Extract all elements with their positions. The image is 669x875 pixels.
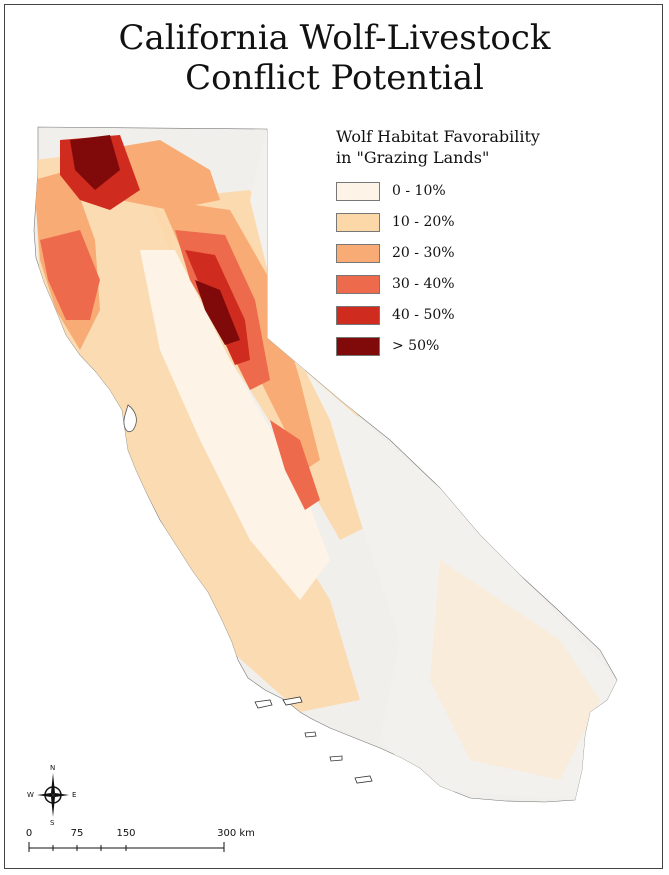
legend-label: 0 - 10% [392,183,446,199]
north-arrow-compass-icon [37,773,69,817]
legend-title-line2: in "Grazing Lands" [336,148,490,167]
legend-item: 0 - 10% [336,182,636,213]
legend-swatch [336,182,380,201]
bay-water [123,404,137,432]
scale-label-0: 0 [25,828,33,839]
legend-label: 30 - 40% [392,276,455,292]
legend-title: Wolf Habitat Favorability in "Grazing La… [336,126,636,168]
favorability-layer [34,129,617,800]
channel-islands [254,696,373,784]
legend: Wolf Habitat Favorability in "Grazing La… [336,126,636,368]
legend-swatch [336,275,380,294]
legend-swatch [336,337,380,356]
scale-label-150: 150 [116,828,136,839]
scale-label-300km: 300 km [217,828,255,839]
map-frame [4,4,663,869]
legend-label: 10 - 20% [392,214,455,230]
scale-label-75: 75 [70,828,84,839]
legend-title-line1: Wolf Habitat Favorability [336,127,540,146]
compass-west-label: W [27,791,34,799]
map-title-line2: Conflict Potential [185,58,484,98]
compass-east-label: E [72,791,77,799]
legend-label: 40 - 50% [392,307,455,323]
legend-swatch [336,213,380,232]
legend-label: 20 - 30% [392,245,455,261]
legend-item: 20 - 30% [336,244,636,275]
legend-swatch [336,244,380,263]
legend-item: 10 - 20% [336,213,636,244]
compass-south-label: S [50,819,55,827]
map-title: California Wolf-Livestock Conflict Poten… [0,18,669,98]
legend-item: > 50% [336,337,636,368]
legend-item: 30 - 40% [336,275,636,306]
map-title-line1: California Wolf-Livestock [118,18,551,58]
legend-label: > 50% [392,338,440,354]
legend-item: 40 - 50% [336,306,636,337]
scale-bar [28,842,225,852]
compass-north-label: N [50,764,56,772]
legend-swatch [336,306,380,325]
